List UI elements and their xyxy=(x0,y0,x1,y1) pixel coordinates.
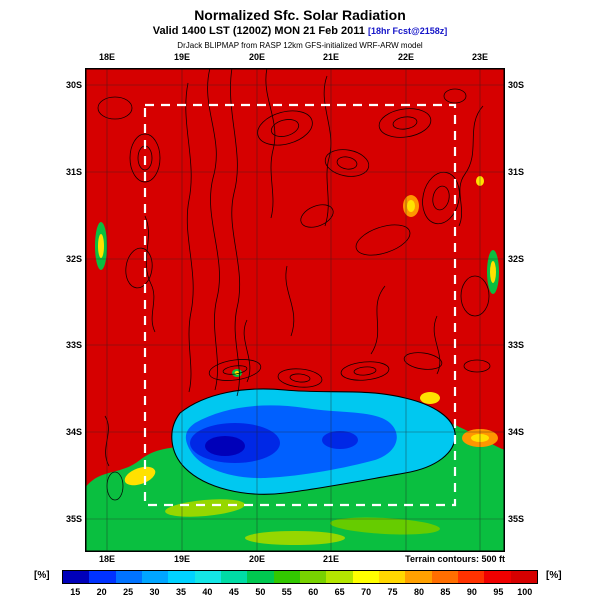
page-title: Normalized Sfc. Solar Radiation xyxy=(194,7,406,23)
colorbar-segment xyxy=(326,571,353,583)
colorbar-tick-label: 45 xyxy=(228,587,239,597)
lon-label-top: 18E xyxy=(98,52,116,62)
colorbar-tick-label: 40 xyxy=(202,587,213,597)
lat-label-left: 35S xyxy=(65,514,82,524)
colorbar-segment xyxy=(378,571,406,583)
colorbar-segment xyxy=(273,571,300,583)
colorbar-segment xyxy=(141,571,169,583)
colorbar-segment xyxy=(168,571,195,583)
model-credit-line: DrJack BLIPMAP from RASP 12km GFS-initia… xyxy=(177,41,423,50)
colorbar-segment xyxy=(352,571,379,583)
colorbar-segment xyxy=(484,571,511,583)
colorbar-segment xyxy=(247,571,274,583)
lat-label-left: 33S xyxy=(65,340,82,350)
lon-label-bottom: 19E xyxy=(173,554,191,564)
local-reduced-spots xyxy=(95,176,499,486)
terrain-contours-note: Terrain contours: 500 ft xyxy=(405,554,505,564)
lat-label-right: 31S xyxy=(508,167,525,177)
valid-time-line: Valid 1400 LST (1200Z) MON 21 Feb 2011 [… xyxy=(0,25,600,37)
forecast-note: [18hr Fcst@2158z] xyxy=(367,26,448,36)
colorbar-segment xyxy=(431,571,458,583)
lon-label-top: 22E xyxy=(397,52,415,62)
low-radiation-field xyxy=(85,388,505,552)
lon-label-top: 23E xyxy=(471,52,489,62)
colorbar-segment xyxy=(89,571,116,583)
colorbar xyxy=(62,570,538,584)
lon-label-bottom: 18E xyxy=(98,554,116,564)
lat-label-left: 30S xyxy=(65,80,82,90)
colorbar-segment xyxy=(194,571,221,583)
colorbar-tick-label: 50 xyxy=(255,587,266,597)
lat-label-right: 35S xyxy=(508,514,525,524)
lat-label-left: 32S xyxy=(65,254,82,264)
lon-label-top: 21E xyxy=(322,52,340,62)
lat-label-right: 33S xyxy=(508,340,525,350)
colorbar-tick-label: 65 xyxy=(334,587,345,597)
colorbar-tick-label: 30 xyxy=(149,587,160,597)
lat-label-right: 32S xyxy=(508,254,525,264)
lon-label-top: 20E xyxy=(248,52,266,62)
lat-label-right: 30S xyxy=(508,80,525,90)
colorbar-segment xyxy=(63,571,90,583)
colorbar-tick-label: 35 xyxy=(175,587,187,597)
lat-label-left: 34S xyxy=(65,427,82,437)
lat-lon-grid xyxy=(85,68,505,552)
colorbar-tick-label: 75 xyxy=(387,587,398,597)
colorbar-tick-row: 15 20 25 30 35 40 45 50 55 60 65 70 75 80 85 90 95 100 xyxy=(62,587,538,599)
colorbar-tick-label: 70 xyxy=(361,587,372,597)
lat-label-left: 31S xyxy=(65,167,82,177)
colorbar-unit-right: [%] xyxy=(546,570,562,581)
navy-core xyxy=(205,436,245,456)
colorbar-tick-label: 15 xyxy=(70,587,81,597)
lat-label-right: 34S xyxy=(508,427,525,437)
colorbar-segment xyxy=(405,571,432,583)
colorbar-tick-label: 20 xyxy=(96,587,107,597)
lon-label-bottom: 20E xyxy=(248,554,266,564)
colorbar-tick-label: 25 xyxy=(123,587,134,597)
colorbar-segment xyxy=(220,571,248,583)
inner-domain-dashed-box xyxy=(143,103,457,507)
valid-time-text: Valid 1400 LST (1200Z) MON 21 Feb 2011 xyxy=(152,25,365,37)
colorbar-segment xyxy=(299,571,327,583)
colorbar-tick-label: 60 xyxy=(308,587,319,597)
colorbar-segment xyxy=(115,571,142,583)
colorbar-unit-left: [%] xyxy=(34,570,50,581)
colorbar-tick-label: 95 xyxy=(493,587,504,597)
colorbar-segment xyxy=(457,571,485,583)
colorbar-tick-label: 85 xyxy=(440,587,451,597)
map-canvas xyxy=(85,67,505,552)
colorbar-segment xyxy=(510,571,537,583)
radiation-map xyxy=(85,67,505,552)
colorbar-tick-label: 90 xyxy=(466,587,477,597)
colorbar-tick-label: 55 xyxy=(281,587,292,597)
lon-label-top: 19E xyxy=(173,52,191,62)
colorbar-tick-label: 80 xyxy=(413,587,425,597)
colorbar-tick-label: 100 xyxy=(517,587,533,597)
map-border xyxy=(85,68,505,552)
lon-label-bottom: 21E xyxy=(322,554,340,564)
